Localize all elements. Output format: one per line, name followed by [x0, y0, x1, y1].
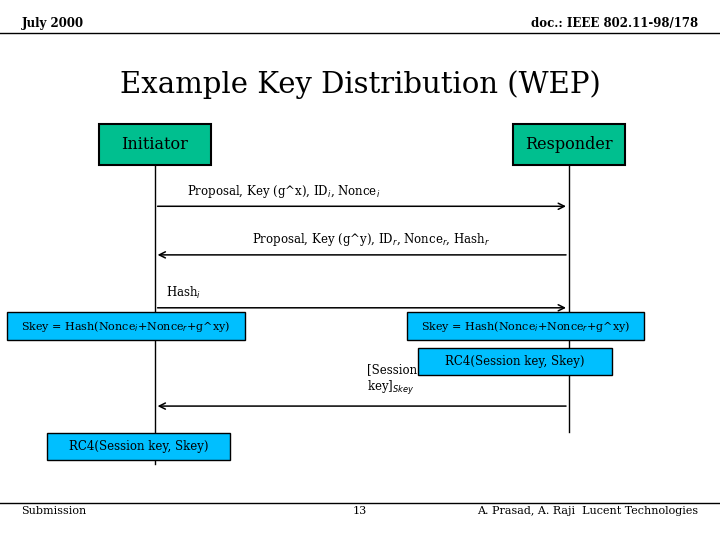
Text: Initiator: Initiator — [122, 136, 188, 153]
FancyBboxPatch shape — [418, 348, 612, 375]
FancyBboxPatch shape — [513, 124, 625, 165]
FancyBboxPatch shape — [7, 312, 245, 340]
Text: A. Prasad, A. Raji  Lucent Technologies: A. Prasad, A. Raji Lucent Technologies — [477, 506, 698, 516]
Text: RC4(Session key, Skey): RC4(Session key, Skey) — [445, 355, 585, 368]
Text: doc.: IEEE 802.11-98/178: doc.: IEEE 802.11-98/178 — [531, 17, 698, 30]
FancyBboxPatch shape — [407, 312, 644, 340]
Text: Proposal, Key (g^y), ID$_r$, Nonce$_r$, Hash$_r$: Proposal, Key (g^y), ID$_r$, Nonce$_r$, … — [252, 232, 490, 248]
Text: Skey = Hash(Nonce$_i$+Nonce$_r$+g^xy): Skey = Hash(Nonce$_i$+Nonce$_r$+g^xy) — [22, 319, 230, 334]
Text: [Session
key]$_{Skey}$: [Session key]$_{Skey}$ — [367, 363, 418, 397]
Text: Hash$_i$: Hash$_i$ — [166, 285, 201, 301]
Text: Proposal, Key (g^x), ID$_i$, Nonce$_i$: Proposal, Key (g^x), ID$_i$, Nonce$_i$ — [187, 183, 380, 200]
Text: Skey = Hash(Nonce$_i$+Nonce$_r$+g^xy): Skey = Hash(Nonce$_i$+Nonce$_r$+g^xy) — [421, 319, 630, 334]
Text: Example Key Distribution (WEP): Example Key Distribution (WEP) — [120, 70, 600, 99]
FancyBboxPatch shape — [99, 124, 210, 165]
Text: RC4(Session key, Skey): RC4(Session key, Skey) — [69, 440, 208, 453]
Text: Submission: Submission — [22, 506, 87, 516]
Text: Responder: Responder — [525, 136, 613, 153]
Text: 13: 13 — [353, 506, 367, 516]
Text: July 2000: July 2000 — [22, 17, 84, 30]
FancyBboxPatch shape — [47, 433, 230, 460]
